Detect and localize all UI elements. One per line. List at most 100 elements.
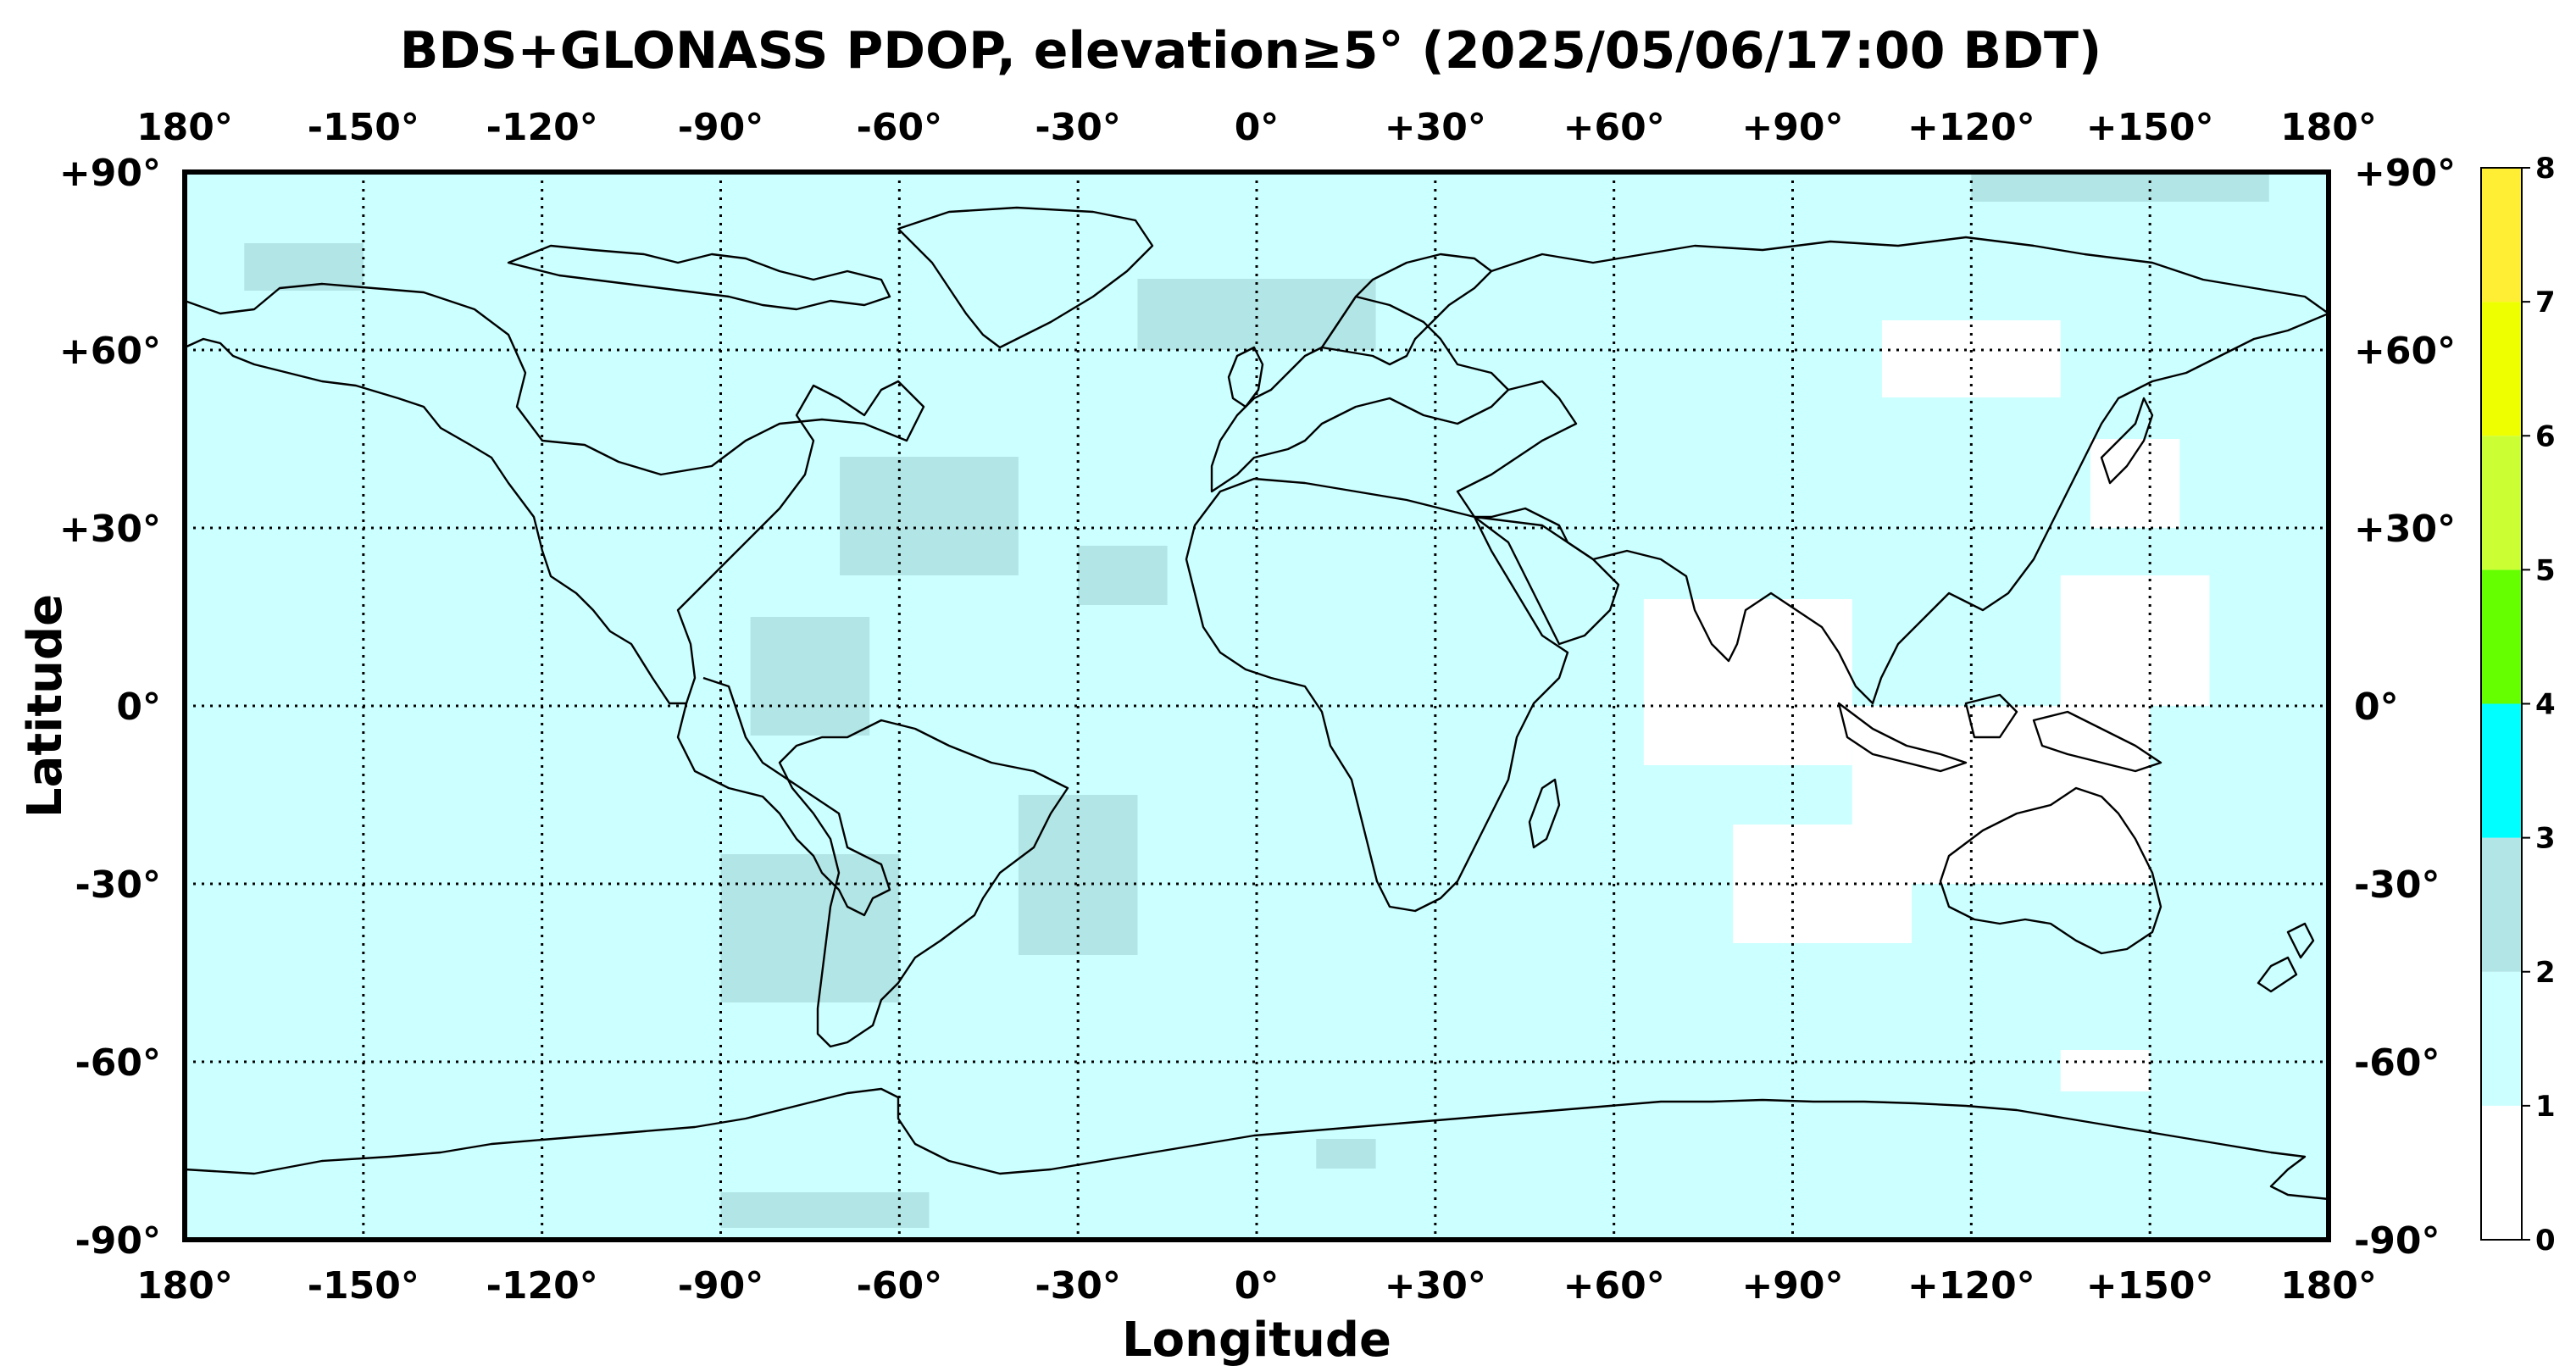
coastline-africa: [1185, 477, 1569, 913]
longitude-tick-label-bottom: 0°: [1235, 1264, 1280, 1308]
colorbar-bin: [2481, 837, 2522, 972]
longitude-tick-label-bottom: +150°: [2086, 1264, 2214, 1308]
coastline-north-america: [185, 282, 925, 705]
longitude-tick-label-bottom: 180°: [2280, 1264, 2377, 1308]
longitude-tick-label-top: -90°: [678, 106, 764, 149]
longitude-tick-label-top: -150°: [308, 106, 419, 149]
coastline-asia: [1456, 236, 2329, 705]
graticule: [185, 172, 2329, 1240]
coastline-arabia: [1473, 515, 1620, 646]
longitude-ticks-bottom: 180° -150° -120° -90° -60° -30° 0° +30° +60° +90°…: [136, 1264, 2377, 1308]
latitude-tick-label-left: -30°: [75, 863, 162, 907]
colorbar-bin: [2481, 168, 2522, 303]
colorbar-bin: [2481, 971, 2522, 1106]
longitude-tick-label-top: +90°: [1741, 106, 1843, 149]
latitude-tick-label-left: -90°: [75, 1219, 162, 1263]
longitude-tick-label-top: -30°: [1035, 106, 1121, 149]
colorbar-tick-label: 4: [2535, 688, 2556, 722]
longitude-tick-label-top: +30°: [1385, 106, 1486, 149]
coastline-new-zealand: [2257, 922, 2315, 993]
map-frame: [182, 169, 2331, 1242]
latitude-tick-label-right: -90°: [2354, 1219, 2440, 1263]
latitude-tick-label-right: -30°: [2354, 863, 2440, 907]
pdop-region-2-3: [720, 854, 900, 1002]
longitude-tick-label-bottom: -90°: [678, 1264, 764, 1308]
colorbar-tick-label: 2: [2535, 956, 2556, 990]
longitude-tick-label-top: 180°: [136, 106, 233, 149]
longitude-tick-label-top: -60°: [857, 106, 943, 149]
longitude-tick-label-top: -120°: [486, 106, 598, 149]
colorbar-tick-label: 0: [2535, 1224, 2556, 1258]
coastline-australia: [1939, 786, 2162, 955]
longitude-tick-label-top: +150°: [2086, 106, 2214, 149]
pdop-region-2-3: [1078, 546, 1168, 605]
pdop-region-2-3: [840, 457, 1019, 575]
longitude-tick-label-bottom: -60°: [857, 1264, 943, 1308]
coastline-japan: [2100, 397, 2154, 485]
colorbar-bin: [2481, 1105, 2522, 1240]
coastline-madagascar: [1528, 778, 1561, 849]
longitude-tick-label-bottom: -150°: [308, 1264, 419, 1308]
colorbar-ticks: 0 1 2 3 4 5 6 7 8: [2522, 152, 2556, 1258]
latitude-ticks-left: +90° +60° +30° 0° -30° -60° -90°: [59, 152, 161, 1263]
coastline-central-america: [676, 676, 891, 917]
coastline-antarctica: [185, 1087, 2329, 1201]
colorbar-bin: [2481, 703, 2522, 838]
pdop-region-2-3: [1316, 1139, 1376, 1169]
latitude-tick-label-left: 0°: [116, 686, 161, 729]
colorbar-tick-label: 6: [2535, 419, 2556, 453]
colorbar-bin: [2481, 569, 2522, 704]
coastlines: [185, 206, 2329, 1201]
longitude-tick-label-top: +120°: [1907, 106, 2035, 149]
latitude-tick-label-right: +90°: [2354, 152, 2456, 195]
pdop-region-2-3: [750, 617, 870, 736]
coastline-arctic-islands: [507, 244, 891, 311]
coastline-greenland: [897, 206, 1154, 349]
pdop-region-2-3: [1018, 795, 1138, 955]
latitude-tick-label-right: 0°: [2354, 686, 2399, 729]
longitude-tick-label-bottom: +60°: [1563, 1264, 1665, 1308]
coastline-scandinavia: [1320, 253, 1493, 366]
pdop-region-0-1: [1643, 599, 1852, 765]
longitude-tick-label-top: +60°: [1563, 106, 1665, 149]
pdop-region-0-1: [2060, 575, 2210, 706]
longitude-tick-label-bottom: +120°: [1907, 1264, 2035, 1308]
longitude-tick-label-top: 180°: [2280, 106, 2377, 149]
y-axis-label: Latitude: [18, 594, 73, 818]
pdop-region-0-1: [2060, 1050, 2151, 1091]
pdop-region-2-3: [244, 243, 364, 291]
map-plot-area: [185, 172, 2329, 1240]
pdop-region-2-3: [1971, 172, 2269, 202]
latitude-tick-label-left: +30°: [59, 508, 161, 551]
coastline-europe: [1210, 295, 1510, 493]
colorbar-tick-label: 5: [2535, 553, 2556, 587]
longitude-tick-label-bottom: 180°: [136, 1264, 233, 1308]
colorbar-tick-label: 8: [2535, 152, 2556, 186]
longitude-tick-label-bottom: -30°: [1035, 1264, 1121, 1308]
latitude-tick-label-right: -60°: [2354, 1041, 2440, 1085]
colorbar: 0 1 2 3 4 5 6 7 8: [2480, 152, 2556, 1258]
colorbar-bin: [2481, 302, 2522, 436]
latitude-tick-label-left: +60°: [59, 330, 161, 373]
longitude-tick-label-bottom: +90°: [1741, 1264, 1843, 1308]
pdop-region-2-3: [1137, 279, 1376, 350]
longitude-tick-label-bottom: +30°: [1385, 1264, 1486, 1308]
x-axis-label: Longitude: [1122, 1313, 1391, 1366]
colorbar-bin: [2481, 436, 2522, 570]
latitude-tick-label-right: +30°: [2354, 508, 2456, 551]
colorbar-tick-label: 3: [2535, 822, 2556, 856]
latitude-ticks-right: +90° +60° +30° 0° -30° -60° -90°: [2354, 152, 2456, 1263]
latitude-tick-label-right: +60°: [2354, 330, 2456, 373]
colorbar-tick-label: 7: [2535, 286, 2556, 319]
colorbar-tick-label: 1: [2535, 1090, 2556, 1124]
longitude-tick-label-top: 0°: [1235, 106, 1280, 149]
chart-title: BDS+GLONASS PDOP, elevation≥5° (2025/05/…: [400, 21, 2102, 81]
coastline-indonesia: [1837, 693, 2162, 773]
colorbar-bins: [2481, 168, 2522, 1240]
coastline-south-america: [778, 719, 1069, 1048]
latitude-tick-label-left: -60°: [75, 1041, 162, 1085]
pdop-region-2-3: [720, 1192, 930, 1228]
longitude-tick-label-bottom: -120°: [486, 1264, 598, 1308]
latitude-tick-label-left: +90°: [59, 152, 161, 195]
